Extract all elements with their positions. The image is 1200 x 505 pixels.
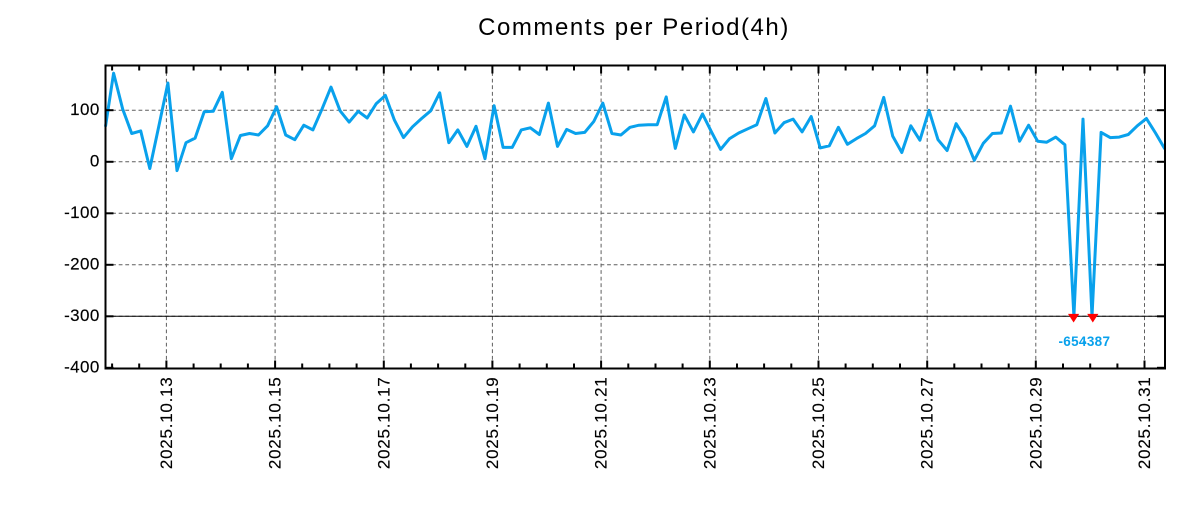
svg-text:-654: -654 xyxy=(1058,334,1086,349)
svg-text:-387: -387 xyxy=(1082,334,1110,349)
svg-text:2025.10.31: 2025.10.31 xyxy=(1135,377,1154,470)
svg-text:2025.10.27: 2025.10.27 xyxy=(918,377,937,470)
svg-text:2025.10.21: 2025.10.21 xyxy=(592,377,611,470)
svg-text:2025.10.17: 2025.10.17 xyxy=(374,377,393,470)
svg-text:100: 100 xyxy=(70,100,100,119)
svg-text:2025.10.29: 2025.10.29 xyxy=(1026,377,1045,470)
svg-text:Comments per Period(4h): Comments per Period(4h) xyxy=(478,14,790,41)
svg-text:2025.10.15: 2025.10.15 xyxy=(266,377,285,470)
svg-text:2025.10.13: 2025.10.13 xyxy=(157,377,176,470)
svg-text:-300: -300 xyxy=(64,306,100,325)
svg-text:2025.10.25: 2025.10.25 xyxy=(809,377,828,470)
svg-text:0: 0 xyxy=(90,152,100,171)
svg-text:-400: -400 xyxy=(64,358,100,377)
svg-text:2025.10.19: 2025.10.19 xyxy=(483,377,502,470)
svg-text:-200: -200 xyxy=(64,255,100,274)
svg-text:-100: -100 xyxy=(64,203,100,222)
svg-text:2025.10.23: 2025.10.23 xyxy=(700,377,719,470)
